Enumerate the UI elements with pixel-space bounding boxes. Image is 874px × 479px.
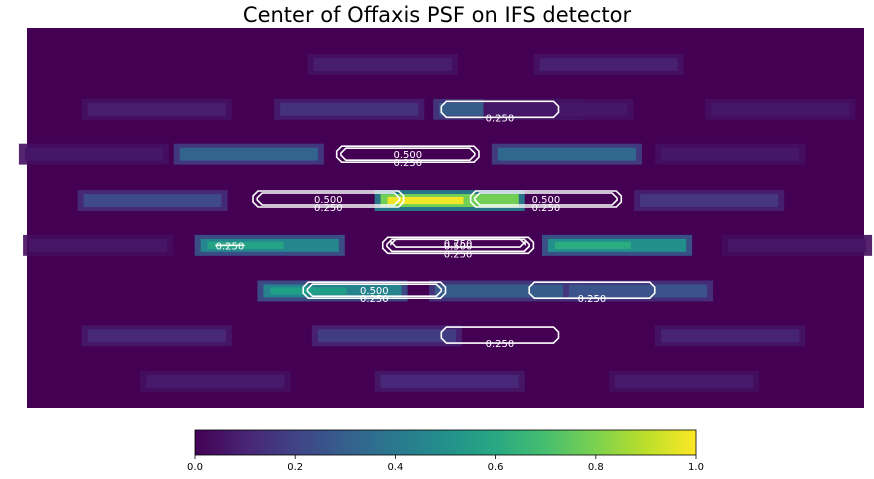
psf-spot: [140, 370, 291, 392]
contour-label: 0.250: [394, 158, 423, 169]
contour-label: 0.250: [486, 339, 515, 350]
psf-spot: [81, 98, 232, 120]
psf-spot: [18, 143, 170, 165]
contour-line: [256, 192, 401, 206]
contour-line: [252, 190, 405, 208]
colorbar-gradient: [194, 429, 697, 456]
psf-spot: [311, 325, 462, 347]
contour-label: 0.250: [314, 203, 343, 214]
psf-spot: [542, 234, 693, 256]
contour-label: 0.500: [444, 241, 473, 252]
psf-spot: [608, 370, 760, 392]
colorbar: 0.0 0.2 0.4 0.6 0.8 1.0: [187, 429, 704, 473]
psf-spot: [374, 370, 525, 392]
psf-spot: [655, 143, 806, 165]
contour-label: 0.250: [532, 203, 561, 214]
colorbar-tick-label: 1.0: [688, 462, 704, 473]
contour-line: [390, 238, 526, 248]
psf-spots: [18, 54, 873, 392]
psf-spot: [634, 190, 785, 211]
psf-spot: [533, 54, 684, 75]
contour-line: [340, 147, 476, 161]
psf-spot: [491, 143, 642, 165]
contour-label: 0.250: [444, 249, 473, 260]
psf-spot: [23, 234, 174, 256]
psf-spot: [257, 280, 408, 302]
contour-lines: 0.2500.5000.2500.5000.2500.5000.2500.250…: [215, 100, 656, 350]
contour-line: [335, 145, 480, 163]
contour-label: 0.250: [486, 113, 515, 124]
psf-spot: [655, 325, 806, 347]
psf-spot: [81, 325, 232, 347]
contour-label: 0.500: [314, 195, 343, 206]
psf-spot: [721, 234, 873, 256]
heatmap-area: 0.2500.5000.2500.5000.2500.5000.2500.250…: [18, 28, 873, 408]
heatmap-background: [27, 28, 864, 408]
psf-spot: [429, 280, 580, 302]
contour-label: 0.250: [216, 241, 245, 252]
colorbar-tick-label: 0.2: [287, 462, 303, 473]
contour-line: [440, 100, 560, 119]
contour-label: 0.750: [444, 239, 473, 250]
contour-line: [469, 190, 623, 208]
colorbar-tick-label: 0.8: [588, 462, 604, 473]
psf-spot: [173, 143, 324, 165]
psf-spot: [562, 280, 714, 302]
colorbar-tick-label: 0.6: [488, 462, 504, 473]
contour-label: 0.500: [360, 286, 389, 297]
contour-line: [440, 326, 560, 344]
chart-title: Center of Offaxis PSF on IFS detector: [242, 3, 632, 27]
psf-spot: [194, 234, 345, 256]
contour-label: 0.250: [360, 294, 389, 305]
psf-spot: [77, 190, 228, 211]
psf-spot: [274, 98, 425, 120]
colorbar-tick-label: 0.0: [187, 462, 203, 473]
contour-line: [381, 236, 535, 255]
colorbar-tick-label: 0.4: [387, 462, 403, 473]
contour-label: 0.500: [394, 150, 423, 161]
contour-label: 0.250: [578, 294, 607, 305]
contour-line: [473, 192, 618, 206]
psf-spot: [705, 98, 856, 120]
contour-line: [302, 281, 447, 299]
contour-label: 0.500: [532, 195, 561, 206]
contour-line: [528, 281, 656, 299]
contour-line: [386, 238, 530, 253]
psf-spot: [307, 54, 458, 75]
contour-line: [306, 283, 443, 297]
